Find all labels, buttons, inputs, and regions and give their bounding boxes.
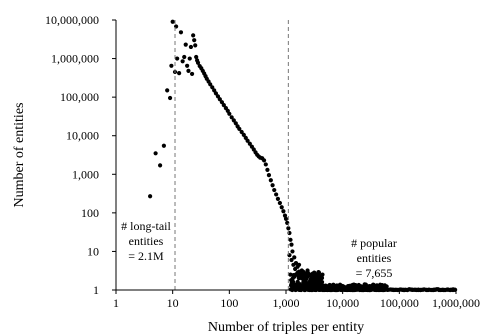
data-point xyxy=(277,200,282,206)
axes xyxy=(112,19,457,294)
data-point xyxy=(189,71,195,77)
y-tick-label: 1 xyxy=(93,283,99,297)
data-point xyxy=(282,213,288,218)
data-point xyxy=(281,209,286,214)
x-tick-label: 1,000,000 xyxy=(432,296,480,310)
data-point xyxy=(237,126,242,132)
data-point xyxy=(279,205,284,210)
data-point xyxy=(169,63,174,68)
annotation-line: = 2.1M xyxy=(128,249,164,263)
y-tick-label: 10,000,000 xyxy=(45,13,99,27)
data-point xyxy=(185,63,190,68)
x-tick-label: 10 xyxy=(167,296,179,310)
data-point xyxy=(288,237,293,242)
data-point xyxy=(233,121,238,126)
data-point xyxy=(263,162,268,167)
y-tick-label: 100 xyxy=(81,206,99,220)
data-point xyxy=(186,68,191,73)
annotation-line: entities xyxy=(129,234,164,248)
y-axis-title: Number of entities xyxy=(12,103,27,208)
data-point xyxy=(316,270,322,275)
data-point xyxy=(182,54,187,60)
tick-labels: 1 10 100 1,000 10,000 100,000 1,000,000 1 10 100 1… xyxy=(45,13,480,310)
annotation: # popular entities = 7,655 xyxy=(351,236,397,280)
x-axis-title: Number of triples per entity xyxy=(208,320,364,335)
data-point xyxy=(286,226,291,231)
data-point xyxy=(217,97,222,102)
data-point xyxy=(274,192,279,197)
data-point xyxy=(320,272,325,277)
data-point xyxy=(261,158,267,163)
y-tick-label: 100,000 xyxy=(60,90,99,104)
annotations: # long-tail entities = 2.1M# popular entiti… xyxy=(121,219,397,280)
data-point xyxy=(208,82,213,87)
y-tick-label: 1,000,000 xyxy=(51,52,99,66)
data-point xyxy=(161,143,166,148)
data-point xyxy=(290,249,295,254)
data-point xyxy=(177,71,182,76)
data-point xyxy=(210,85,215,90)
data-point xyxy=(311,277,316,282)
data-point xyxy=(270,183,275,188)
x-tick-label: 1,000 xyxy=(273,296,300,310)
reference-lines xyxy=(174,20,289,290)
annotation-line: # long-tail xyxy=(121,219,171,233)
data-point xyxy=(296,262,302,267)
data-point xyxy=(272,187,277,193)
annotation-line: entities xyxy=(357,251,392,265)
data-point xyxy=(187,56,192,61)
y-tick-label: 10,000 xyxy=(66,129,99,143)
x-tick-label: 100 xyxy=(220,296,238,310)
data-point xyxy=(178,30,184,35)
data-point xyxy=(239,129,244,135)
data-point xyxy=(291,262,296,267)
y-tick-label: 1,000 xyxy=(72,167,99,181)
data-point xyxy=(195,60,201,65)
data-point xyxy=(183,42,188,47)
data-point xyxy=(158,163,163,168)
data-point xyxy=(283,216,289,221)
data-point xyxy=(188,44,194,50)
data-point xyxy=(275,196,281,201)
data-point xyxy=(245,138,250,143)
data-point xyxy=(180,59,185,64)
data-point xyxy=(193,43,198,48)
data-point xyxy=(175,56,180,61)
data-point xyxy=(191,33,196,38)
data-point xyxy=(167,95,173,101)
data-point xyxy=(229,115,234,120)
x-tick-label: 10,000 xyxy=(326,296,359,310)
data-point xyxy=(148,194,153,199)
data-point xyxy=(247,141,252,146)
x-tick-label: 100,000 xyxy=(380,296,419,310)
data-point xyxy=(289,257,294,263)
data-point xyxy=(165,88,170,93)
data-point xyxy=(319,275,325,281)
annotation-line: # popular xyxy=(351,236,397,250)
data-point xyxy=(212,88,217,93)
data-point xyxy=(241,132,246,137)
data-point xyxy=(319,279,325,285)
data-point xyxy=(384,284,389,289)
data-point xyxy=(227,111,232,116)
data-point xyxy=(194,54,199,60)
x-tick-label: 1 xyxy=(113,296,119,310)
annotation-line: = 7,655 xyxy=(356,266,393,280)
data-points xyxy=(148,19,458,293)
data-point xyxy=(292,255,297,260)
data-point xyxy=(192,38,197,43)
data-point xyxy=(289,242,294,247)
data-point xyxy=(153,151,158,156)
data-point xyxy=(266,173,272,178)
data-point xyxy=(213,91,219,96)
y-tick-label: 10 xyxy=(87,244,99,258)
data-point xyxy=(293,266,298,272)
annotation: # long-tail entities = 2.1M xyxy=(121,219,171,263)
data-point xyxy=(221,103,226,108)
data-point xyxy=(265,167,270,172)
data-point xyxy=(268,178,273,183)
data-point xyxy=(170,19,175,24)
